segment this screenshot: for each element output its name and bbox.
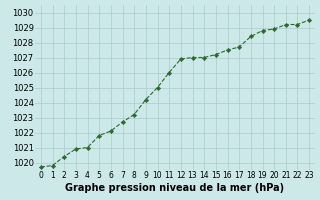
X-axis label: Graphe pression niveau de la mer (hPa): Graphe pression niveau de la mer (hPa) bbox=[65, 183, 284, 193]
